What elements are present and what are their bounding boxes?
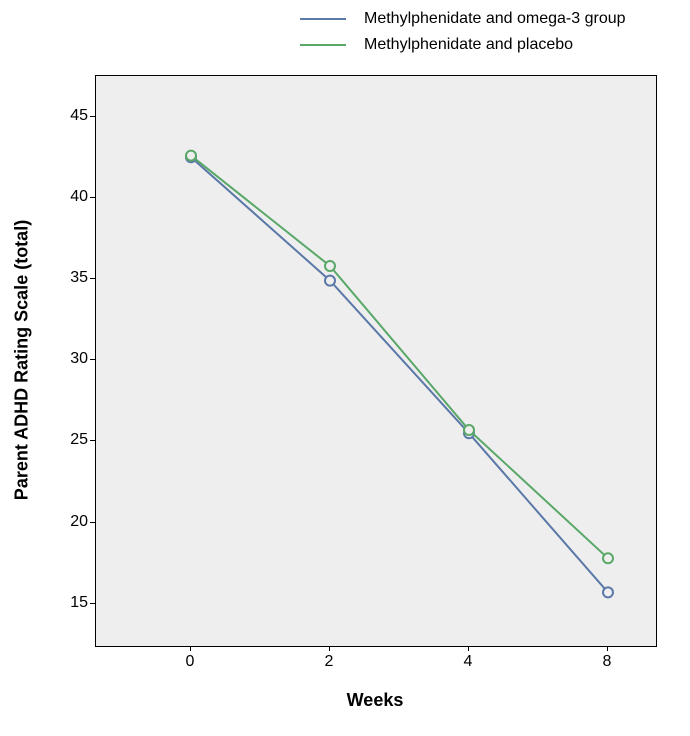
y-tick-mark [90, 522, 95, 523]
legend: Methylphenidate and omega-3 group Methyl… [300, 6, 626, 58]
x-tick-mark [607, 646, 608, 651]
x-tick-mark [190, 646, 191, 651]
legend-swatch-line [300, 44, 346, 46]
plot-svg [96, 76, 656, 646]
legend-label: Methylphenidate and placebo [364, 36, 573, 54]
series-marker [464, 425, 474, 435]
series-marker [603, 587, 613, 597]
x-tick-label: 4 [464, 653, 473, 671]
series-marker [325, 261, 335, 271]
legend-label: Methylphenidate and omega-3 group [364, 10, 626, 28]
y-tick-mark [90, 359, 95, 360]
y-tick-label: 30 [48, 350, 88, 368]
y-tick-label: 20 [48, 513, 88, 531]
series-marker [325, 276, 335, 286]
x-tick-label: 8 [603, 653, 612, 671]
y-tick-mark [90, 603, 95, 604]
y-tick-mark [90, 440, 95, 441]
y-tick-label: 35 [48, 269, 88, 287]
x-tick-mark [468, 646, 469, 651]
y-tick-label: 45 [48, 107, 88, 125]
x-tick-label: 0 [186, 653, 195, 671]
y-axis-title: Parent ADHD Rating Scale (total) [12, 220, 33, 500]
legend-item: Methylphenidate and omega-3 group [300, 6, 626, 32]
x-axis-title: Weeks [347, 690, 404, 711]
series-marker [186, 151, 196, 161]
series-marker [603, 553, 613, 563]
legend-swatch-line [300, 18, 346, 20]
plot-area [95, 75, 657, 647]
chart-container: Methylphenidate and omega-3 group Methyl… [0, 0, 690, 736]
y-tick-label: 40 [48, 188, 88, 206]
y-tick-mark [90, 278, 95, 279]
y-tick-label: 25 [48, 431, 88, 449]
x-tick-label: 2 [325, 653, 334, 671]
legend-item: Methylphenidate and placebo [300, 32, 626, 58]
y-tick-mark [90, 116, 95, 117]
y-tick-mark [90, 197, 95, 198]
y-tick-label: 15 [48, 594, 88, 612]
x-tick-mark [329, 646, 330, 651]
series-line [191, 157, 608, 592]
